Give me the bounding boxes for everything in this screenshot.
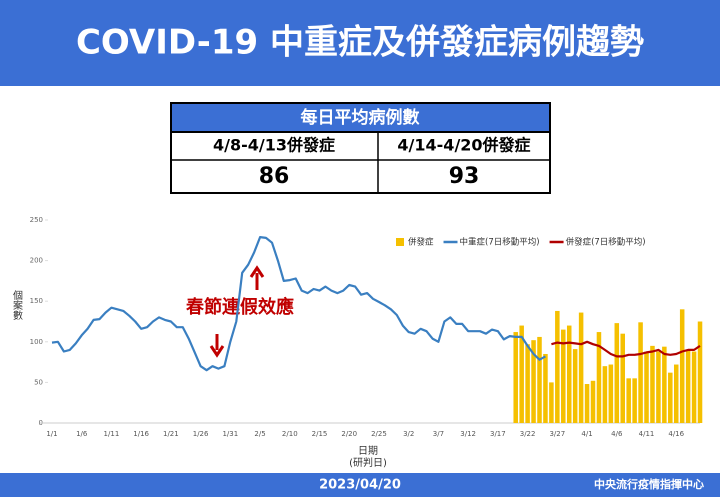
table-header: 4/8-4/13併發症 (213, 136, 335, 155)
x-tick-label: 2/25 (371, 430, 387, 438)
bar (668, 372, 673, 423)
x-tick-label: 3/2 (403, 430, 414, 438)
x-tick-label: 3/22 (520, 430, 536, 438)
y-tick-label: 150 (30, 297, 43, 305)
x-tick-label: 4/6 (611, 430, 623, 438)
x-tick-label: 2/15 (312, 430, 328, 438)
bar (679, 309, 685, 423)
bar (644, 351, 649, 423)
bar (578, 312, 584, 423)
y-axis-label: 個案數 (11, 289, 23, 321)
legend-label: 併發症(7日移動平均) (566, 237, 646, 248)
page-title: COVID-19 中重症及併發症病例趨勢 (76, 23, 644, 63)
bar (513, 332, 518, 423)
legend-label: 併發症 (408, 237, 434, 248)
bar (555, 310, 560, 423)
bar (673, 364, 679, 423)
x-tick-label: 3/7 (433, 430, 444, 438)
bar (537, 336, 542, 423)
line (51, 236, 546, 372)
table-header: 4/14-4/20併發症 (397, 136, 530, 155)
bar (543, 353, 548, 423)
x-tick-label: 3/12 (460, 430, 476, 438)
bar (632, 378, 637, 423)
bar (590, 380, 596, 423)
x-tick-label: 3/17 (490, 430, 506, 438)
legend-swatch (396, 238, 404, 246)
bar (525, 344, 530, 423)
x-tick-label: 1/11 (104, 430, 120, 438)
x-axis-label: (研判日) (349, 457, 387, 469)
table-value: 93 (449, 164, 480, 189)
y-tick-label: 250 (30, 216, 43, 224)
bar (584, 384, 590, 423)
x-tick-label: 3/27 (549, 430, 565, 438)
bar (656, 351, 661, 423)
arrow-up (249, 265, 265, 290)
y-tick-label: 100 (30, 338, 43, 346)
x-axis-label: 日期 (358, 445, 378, 457)
x-tick-label: 2/10 (282, 430, 298, 438)
bar (697, 321, 703, 423)
bar (602, 366, 608, 423)
x-tick-label: 1/1 (46, 430, 57, 438)
annotation: 春節連假效應 (186, 296, 294, 318)
footer-source: 中央流行疫情指揮中心 (594, 477, 704, 491)
x-tick-label: 2/5 (254, 430, 265, 438)
x-tick-label: 4/1 (581, 430, 592, 438)
bar (561, 329, 566, 423)
bar (691, 351, 697, 423)
bar (549, 382, 554, 423)
bar (572, 349, 578, 423)
y-tick-label: 200 (30, 257, 43, 265)
bar (519, 325, 524, 423)
table-head (172, 104, 549, 132)
bar (531, 340, 536, 423)
bar (596, 332, 602, 423)
x-tick-label: 1/31 (222, 430, 238, 438)
bar (614, 323, 620, 423)
table-value: 86 (259, 164, 290, 189)
x-tick-label: 2/20 (341, 430, 357, 438)
bar (608, 364, 614, 423)
legend-label: 中重症(7日移動平均) (460, 237, 540, 248)
bar (566, 325, 572, 423)
line (551, 340, 701, 358)
bar (626, 378, 631, 423)
bar (685, 349, 691, 423)
bar (650, 345, 655, 423)
bar (620, 333, 625, 423)
bar (638, 322, 643, 423)
x-tick-label: 4/16 (668, 430, 684, 438)
footer-date: 2023/04/20 (319, 478, 401, 493)
y-tick-label: 50 (34, 378, 43, 386)
x-tick-label: 1/21 (163, 430, 179, 438)
header-band (0, 0, 720, 86)
x-tick-label: 1/16 (133, 430, 149, 438)
x-tick-label: 1/6 (76, 430, 88, 438)
x-tick-label: 4/11 (639, 430, 655, 438)
table-title: 每日平均病例數 (301, 107, 420, 128)
arrow-down (209, 334, 225, 358)
bar (662, 346, 667, 423)
footer-band (0, 473, 720, 497)
x-tick-label: 1/26 (193, 430, 209, 438)
